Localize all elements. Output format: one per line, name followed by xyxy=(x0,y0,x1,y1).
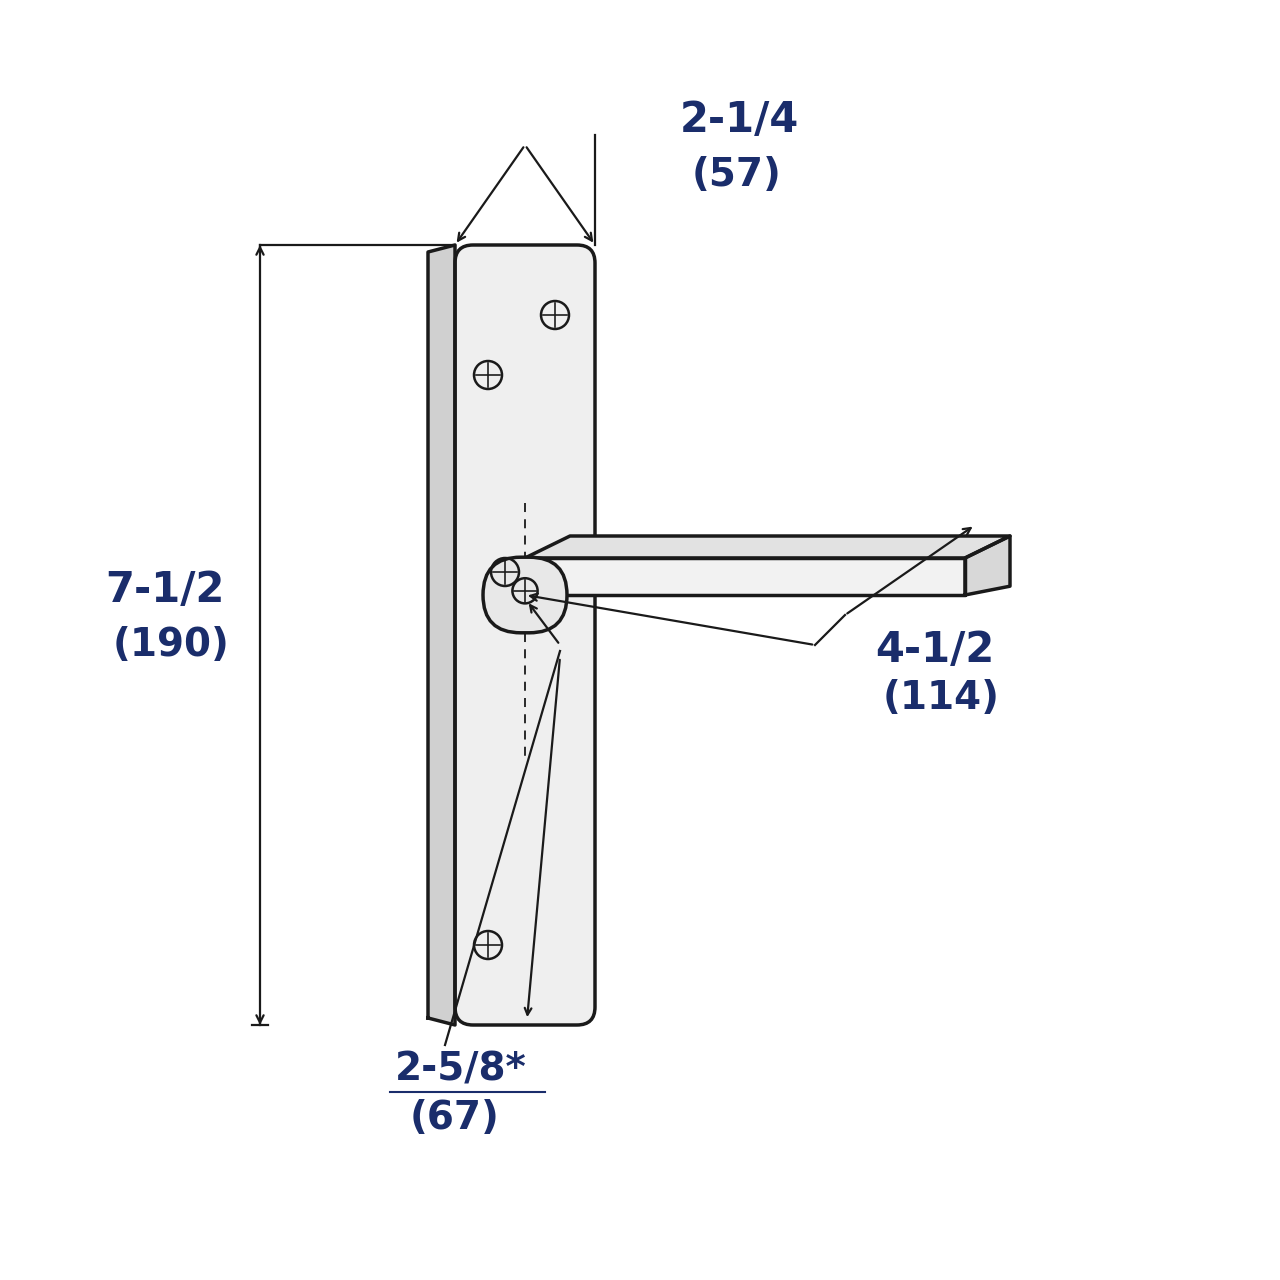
Polygon shape xyxy=(525,558,965,595)
FancyBboxPatch shape xyxy=(454,244,595,1025)
Text: (190): (190) xyxy=(113,626,230,664)
Text: 4-1/2: 4-1/2 xyxy=(876,628,995,671)
Polygon shape xyxy=(965,536,1010,595)
Polygon shape xyxy=(428,244,454,1025)
Text: 7-1/2: 7-1/2 xyxy=(105,570,224,611)
Text: (114): (114) xyxy=(883,678,1000,717)
Text: 2-1/4: 2-1/4 xyxy=(680,99,799,141)
Text: (67): (67) xyxy=(410,1100,500,1137)
FancyBboxPatch shape xyxy=(483,557,567,632)
Text: 2-5/8*: 2-5/8* xyxy=(396,1051,527,1089)
Polygon shape xyxy=(525,536,1010,558)
Text: (57): (57) xyxy=(692,156,782,195)
